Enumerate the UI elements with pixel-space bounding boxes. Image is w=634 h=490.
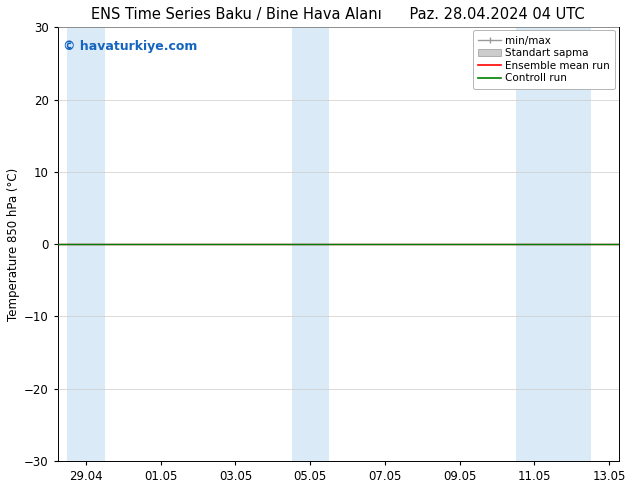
Legend: min/max, Standart sapma, Ensemble mean run, Controll run: min/max, Standart sapma, Ensemble mean r…	[473, 30, 616, 89]
Bar	[516, 27, 590, 461]
Text: © havaturkiye.com: © havaturkiye.com	[63, 40, 198, 53]
Title: ENS Time Series Baku / Bine Hava Alanı      Paz. 28.04.2024 04 UTC: ENS Time Series Baku / Bine Hava Alanı P…	[91, 7, 585, 22]
Bar	[292, 27, 329, 461]
Y-axis label: Temperature 850 hPa (°C): Temperature 850 hPa (°C)	[7, 168, 20, 321]
Bar	[67, 27, 105, 461]
